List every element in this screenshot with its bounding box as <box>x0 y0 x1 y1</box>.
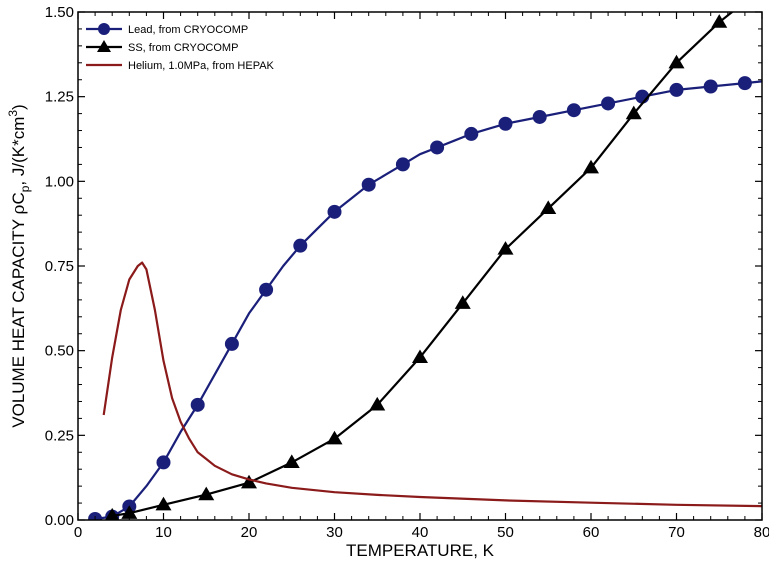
y-tick-label: 1.00 <box>45 173 74 190</box>
x-tick-label: 50 <box>497 524 514 541</box>
legend-label: SS, from CRYOCOMP <box>128 42 238 54</box>
legend-item: Lead, from CRYOCOMP <box>86 23 248 36</box>
series-line <box>94 80 762 520</box>
triangle-marker <box>198 486 215 501</box>
plot-frame <box>77 11 763 521</box>
y-tick-label: 1.50 <box>45 4 74 21</box>
triangle-marker <box>121 505 138 519</box>
circle-marker <box>669 82 684 97</box>
circle-marker <box>601 96 616 111</box>
triangle-marker <box>105 507 120 520</box>
circle-marker <box>464 126 479 141</box>
y-axis-title: VOLUME HEAT CAPACITY ρCp, J/(K*cm3) <box>6 104 32 427</box>
legend: Lead, from CRYOCOMP SS, from CRYOCOMP Heli… <box>86 23 275 72</box>
triangle-marker <box>711 14 728 28</box>
axis-ticks <box>77 11 763 521</box>
y-tick-label: 0.75 <box>45 258 74 275</box>
x-tick-label: 60 <box>583 524 600 541</box>
circle-marker <box>259 282 274 297</box>
x-tick-label: 20 <box>241 524 258 541</box>
circle-marker <box>327 204 342 219</box>
triangle-marker <box>241 474 257 489</box>
series-line <box>112 12 734 517</box>
series-lead-from-cryocomp <box>88 76 762 520</box>
triangle-marker <box>326 430 343 445</box>
x-axis-title: TEMPERATURE, K <box>346 541 495 560</box>
legend-triangle-marker <box>97 40 111 52</box>
x-tick-label: 70 <box>668 524 685 541</box>
circle-marker <box>224 336 239 351</box>
circle-marker <box>566 103 581 118</box>
legend-label: Lead, from CRYOCOMP <box>128 24 248 36</box>
triangle-marker <box>412 349 428 364</box>
circle-marker <box>703 79 718 94</box>
circle-marker <box>293 238 308 253</box>
triangle-marker <box>625 105 642 120</box>
circle-marker <box>88 511 103 520</box>
y-tick-label: 0.50 <box>45 343 74 360</box>
x-tick-label: 30 <box>326 524 343 541</box>
triangle-marker <box>540 200 557 215</box>
x-tick-label: 10 <box>155 524 172 541</box>
triangle-marker <box>369 396 386 411</box>
y-tick-label: 1.25 <box>45 89 74 106</box>
triangle-marker <box>497 241 514 255</box>
series-line <box>102 261 762 508</box>
circle-marker <box>395 157 410 172</box>
circle-marker <box>430 140 445 155</box>
legend-item: Helium, 1.0MPa, from HEPAK <box>86 60 275 72</box>
y-tick-label: 0.00 <box>45 512 74 529</box>
triangle-marker <box>668 54 685 69</box>
series-helium-1-0mpa-from-hepak <box>102 261 762 508</box>
axis-tick-labels: 0 10 20 30 40 50 60 70 80 0.00 0.25 0.50 0.75 1.00 1.2… <box>45 4 769 541</box>
circle-marker <box>737 76 752 91</box>
triangle-marker <box>283 454 300 469</box>
legend-circle-marker <box>98 23 110 35</box>
triangle-marker <box>583 159 599 174</box>
x-tick-label: 40 <box>412 524 429 541</box>
y-tick-label: 0.25 <box>45 427 74 444</box>
legend-item: SS, from CRYOCOMP <box>86 40 238 54</box>
circle-marker <box>156 455 171 470</box>
series-ss-from-cryocomp <box>105 12 734 520</box>
plot-content <box>88 12 762 520</box>
triangle-marker <box>155 496 172 511</box>
circle-marker <box>361 177 376 192</box>
circle-marker <box>190 397 205 412</box>
legend-label: Helium, 1.0MPa, from HEPAK <box>128 60 275 72</box>
x-tick-label: 80 <box>754 524 769 541</box>
x-tick-label: 0 <box>74 524 82 541</box>
circle-marker <box>532 109 547 124</box>
triangle-marker <box>454 295 471 309</box>
circle-marker <box>498 116 513 131</box>
